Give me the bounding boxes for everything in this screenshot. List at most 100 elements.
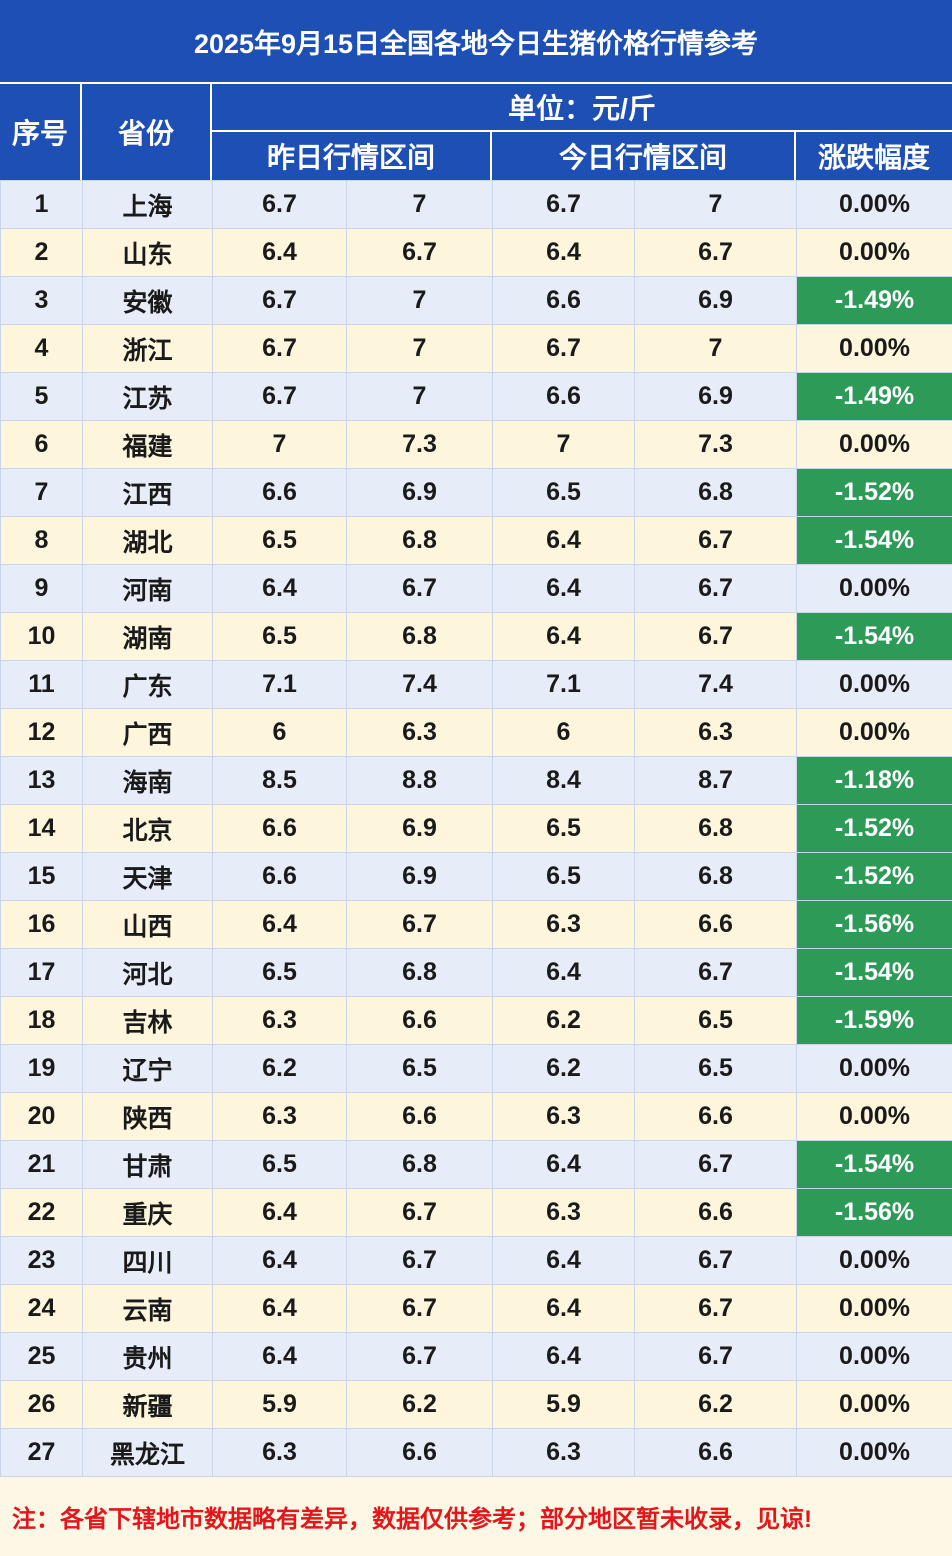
- table-row: 15 天津 6.6 6.9 6.5 6.8 -1.52%: [0, 852, 952, 901]
- today-high: 7.3: [634, 420, 797, 469]
- today-low: 6.4: [492, 1140, 635, 1189]
- row-province: 新疆: [82, 1380, 213, 1429]
- row-province: 安徽: [82, 276, 213, 325]
- row-province: 山西: [82, 900, 213, 949]
- table-row: 18 吉林 6.3 6.6 6.2 6.5 -1.59%: [0, 996, 952, 1045]
- change-percent: 0.00%: [796, 228, 952, 277]
- table-row: 6 福建 7 7.3 7 7.3 0.00%: [0, 420, 952, 469]
- yesterday-low: 6.6: [212, 468, 347, 517]
- row-seq: 6: [0, 420, 83, 469]
- yesterday-low: 6.4: [212, 1332, 347, 1381]
- today-high: 6.2: [634, 1380, 797, 1429]
- row-seq: 27: [0, 1428, 83, 1477]
- row-seq: 21: [0, 1140, 83, 1189]
- row-province: 海南: [82, 756, 213, 805]
- row-province: 福建: [82, 420, 213, 469]
- today-low: 6.4: [492, 228, 635, 277]
- change-percent: -1.54%: [796, 516, 952, 565]
- today-low: 6.5: [492, 804, 635, 853]
- today-high: 6.7: [634, 948, 797, 997]
- row-seq: 24: [0, 1284, 83, 1333]
- change-percent: 0.00%: [796, 420, 952, 469]
- today-low: 6.4: [492, 612, 635, 661]
- today-high: 6.6: [634, 1188, 797, 1237]
- yesterday-low: 6.4: [212, 900, 347, 949]
- today-high: 6.8: [634, 852, 797, 901]
- today-high: 6.7: [634, 564, 797, 613]
- row-province: 四川: [82, 1236, 213, 1285]
- today-high: 6.7: [634, 516, 797, 565]
- change-percent: 0.00%: [796, 1284, 952, 1333]
- today-low: 6.4: [492, 1332, 635, 1381]
- row-seq: 12: [0, 708, 83, 757]
- today-low: 6.3: [492, 1428, 635, 1477]
- row-province: 北京: [82, 804, 213, 853]
- yesterday-low: 6.2: [212, 1044, 347, 1093]
- header-yesterday-range: 昨日行情区间: [212, 132, 492, 180]
- change-percent: -1.56%: [796, 1188, 952, 1237]
- yesterday-low: 6.5: [212, 612, 347, 661]
- change-percent: 0.00%: [796, 564, 952, 613]
- table-row: 14 北京 6.6 6.9 6.5 6.8 -1.52%: [0, 804, 952, 853]
- row-seq: 19: [0, 1044, 83, 1093]
- table-row: 26 新疆 5.9 6.2 5.9 6.2 0.00%: [0, 1380, 952, 1429]
- row-province: 重庆: [82, 1188, 213, 1237]
- row-seq: 3: [0, 276, 83, 325]
- yesterday-high: 7: [346, 276, 493, 325]
- row-seq: 11: [0, 660, 83, 709]
- yesterday-low: 6.3: [212, 1428, 347, 1477]
- change-percent: 0.00%: [796, 324, 952, 373]
- table-row: 23 四川 6.4 6.7 6.4 6.7 0.00%: [0, 1236, 952, 1285]
- change-percent: -1.52%: [796, 852, 952, 901]
- row-province: 河南: [82, 564, 213, 613]
- today-low: 6.4: [492, 948, 635, 997]
- row-province: 山东: [82, 228, 213, 277]
- yesterday-high: 6.8: [346, 1140, 493, 1189]
- yesterday-high: 6.7: [346, 1284, 493, 1333]
- row-province: 贵州: [82, 1332, 213, 1381]
- row-province: 江苏: [82, 372, 213, 421]
- yesterday-high: 6.9: [346, 468, 493, 517]
- change-percent: 0.00%: [796, 1044, 952, 1093]
- table-row: 11 广东 7.1 7.4 7.1 7.4 0.00%: [0, 660, 952, 709]
- yesterday-low: 8.5: [212, 756, 347, 805]
- table-row: 9 河南 6.4 6.7 6.4 6.7 0.00%: [0, 564, 952, 613]
- row-seq: 22: [0, 1188, 83, 1237]
- today-high: 6.9: [634, 372, 797, 421]
- change-percent: -1.56%: [796, 900, 952, 949]
- today-high: 6.7: [634, 1332, 797, 1381]
- yesterday-low: 7: [212, 420, 347, 469]
- yesterday-low: 6.5: [212, 1140, 347, 1189]
- today-low: 6.2: [492, 996, 635, 1045]
- table-row: 25 贵州 6.4 6.7 6.4 6.7 0.00%: [0, 1332, 952, 1381]
- today-high: 6.7: [634, 1140, 797, 1189]
- today-low: 6.5: [492, 852, 635, 901]
- yesterday-low: 6.7: [212, 324, 347, 373]
- row-seq: 15: [0, 852, 83, 901]
- row-seq: 5: [0, 372, 83, 421]
- header-today-range: 今日行情区间: [492, 132, 796, 180]
- today-high: 6.6: [634, 900, 797, 949]
- table-row: 4 浙江 6.7 7 6.7 7 0.00%: [0, 324, 952, 373]
- yesterday-low: 6.4: [212, 1284, 347, 1333]
- row-seq: 14: [0, 804, 83, 853]
- today-high: 6.5: [634, 1044, 797, 1093]
- yesterday-low: 6.5: [212, 948, 347, 997]
- today-low: 6.4: [492, 1236, 635, 1285]
- yesterday-high: 7.4: [346, 660, 493, 709]
- yesterday-high: 6.8: [346, 516, 493, 565]
- change-percent: -1.54%: [796, 948, 952, 997]
- yesterday-high: 7: [346, 372, 493, 421]
- table-row: 2 山东 6.4 6.7 6.4 6.7 0.00%: [0, 228, 952, 277]
- row-seq: 2: [0, 228, 83, 277]
- yesterday-high: 7.3: [346, 420, 493, 469]
- table-row: 13 海南 8.5 8.8 8.4 8.7 -1.18%: [0, 756, 952, 805]
- yesterday-low: 6.4: [212, 564, 347, 613]
- row-province: 浙江: [82, 324, 213, 373]
- row-province: 吉林: [82, 996, 213, 1045]
- today-high: 7: [634, 180, 797, 229]
- yesterday-high: 8.8: [346, 756, 493, 805]
- table-row: 24 云南 6.4 6.7 6.4 6.7 0.00%: [0, 1284, 952, 1333]
- yesterday-low: 6.6: [212, 852, 347, 901]
- yesterday-low: 6.4: [212, 228, 347, 277]
